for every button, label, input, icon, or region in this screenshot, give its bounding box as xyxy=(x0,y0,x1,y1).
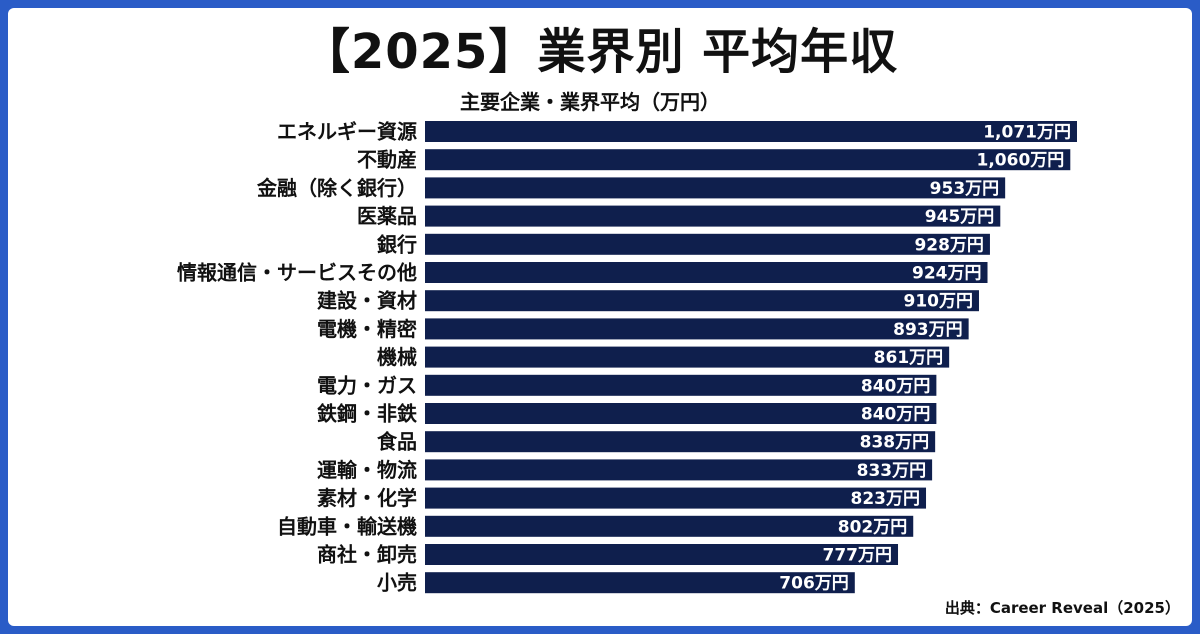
bar-6 xyxy=(425,262,988,283)
category-label: 医薬品 xyxy=(357,204,417,228)
category-label: 金融（除く銀行） xyxy=(256,176,417,200)
value-label: 833万円 xyxy=(857,461,927,481)
bar-5 xyxy=(425,233,990,255)
bar-10 xyxy=(425,374,937,396)
category-label: エネルギー資源 xyxy=(277,120,417,144)
category-label: 素材・化学 xyxy=(317,486,417,510)
value-label: 1,060万円 xyxy=(977,151,1065,171)
value-label: 777万円 xyxy=(823,546,893,566)
bar-14 xyxy=(425,487,927,509)
value-label: 802万円 xyxy=(838,517,908,537)
bar-12 xyxy=(425,431,936,453)
category-label: 建設・資材 xyxy=(317,289,417,313)
value-label: 910万円 xyxy=(903,292,973,312)
bar-2 xyxy=(425,149,1071,171)
category-label: 運輸・物流 xyxy=(317,458,417,482)
value-label: 953万円 xyxy=(930,179,1000,199)
bar-11 xyxy=(425,403,937,424)
category-label: 小売 xyxy=(377,571,417,595)
value-label: 1,071万円 xyxy=(983,123,1071,143)
value-label: 840万円 xyxy=(861,405,931,425)
chart-subtitle: 主要企業・業界平均（万円） xyxy=(460,90,720,114)
value-label: 861万円 xyxy=(874,348,944,368)
value-label: 945万円 xyxy=(925,207,995,227)
bar-17 xyxy=(425,572,855,594)
bar-16 xyxy=(425,544,899,565)
category-label: 電機・精密 xyxy=(317,317,417,341)
category-label: 電力・ガス xyxy=(317,373,417,397)
category-label: 不動産 xyxy=(357,148,417,172)
bar-9 xyxy=(425,346,950,368)
chart-frame: 【2025】業界別 平均年収 主要企業・業界平均（万円） エネルギー資源 1,07… xyxy=(8,8,1192,626)
bar-15 xyxy=(425,515,914,537)
value-label: 928万円 xyxy=(914,235,984,255)
value-label: 924万円 xyxy=(912,264,982,284)
bar-4 xyxy=(425,205,1001,227)
bar-13 xyxy=(425,459,933,481)
bar-7 xyxy=(425,290,979,312)
category-label: 食品 xyxy=(377,430,417,454)
bar-8 xyxy=(425,318,969,340)
value-label: 823万円 xyxy=(851,489,921,509)
chart-title: 【2025】業界別 平均年収 xyxy=(301,24,899,80)
source-note: 出典：Career Reveal（2025） xyxy=(944,599,1180,617)
value-label: 838万円 xyxy=(860,433,930,453)
value-label: 893万円 xyxy=(893,320,963,340)
category-label: 商社・卸売 xyxy=(317,543,417,567)
category-label: 鉄鋼・非鉄 xyxy=(317,402,417,426)
bar-3 xyxy=(425,177,1006,199)
value-label: 840万円 xyxy=(861,376,931,396)
bar-1 xyxy=(425,121,1077,142)
category-label: 銀行 xyxy=(377,232,417,256)
value-label: 706万円 xyxy=(779,574,849,594)
category-label: 機械 xyxy=(377,345,417,369)
category-label: 自動車・輸送機 xyxy=(277,514,417,538)
category-label: 情報通信・サービスその他 xyxy=(177,261,417,285)
